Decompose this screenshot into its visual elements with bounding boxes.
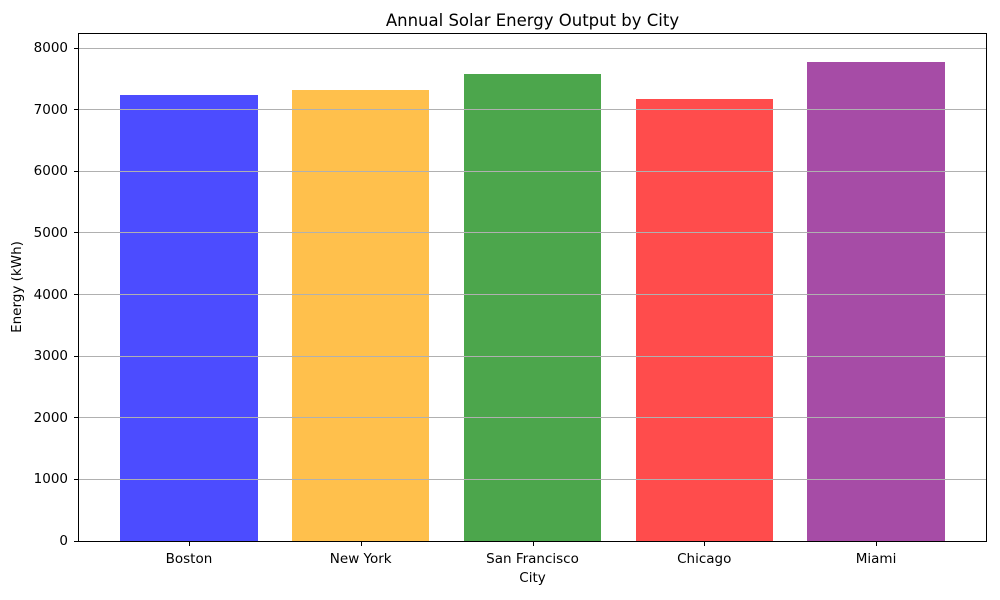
chart-title: Annual Solar Energy Output by City (385, 11, 680, 30)
y-tick-mark (74, 170, 78, 172)
y-tick-mark (74, 540, 78, 542)
y-tick-mark (74, 232, 78, 234)
x-axis-label: City (519, 570, 546, 586)
bar-chicago (635, 98, 773, 541)
x-tick-label: Chicago (677, 551, 732, 567)
gridline (79, 417, 986, 419)
y-tick-mark (74, 478, 78, 480)
y-tick-label: 8000 (33, 40, 68, 57)
x-tick-mark (704, 542, 706, 546)
gridline (79, 170, 986, 172)
gridline (79, 478, 986, 480)
gridline (79, 109, 986, 111)
y-tick-mark (74, 294, 78, 296)
bar-san-francisco (463, 74, 602, 541)
bar-boston (120, 95, 258, 541)
gridline (79, 294, 986, 296)
y-tick-label: 3000 (33, 348, 68, 365)
y-tick-mark (74, 355, 78, 357)
x-tick-mark (360, 542, 362, 546)
gridline (79, 232, 986, 234)
y-tick-label: 5000 (33, 224, 68, 241)
y-tick-label: 6000 (33, 163, 68, 180)
y-tick-mark (74, 47, 78, 49)
gridline (79, 47, 986, 49)
y-tick-mark (74, 109, 78, 111)
y-tick-label: 0 (59, 533, 68, 549)
y-tick-label: 7000 (33, 101, 68, 118)
gridline (79, 355, 986, 357)
x-tick-label: New York (329, 551, 392, 567)
y-tick-label: 4000 (33, 286, 68, 303)
x-tick-mark (532, 542, 534, 546)
plot-area (78, 33, 987, 542)
x-tick-label: Boston (165, 551, 213, 567)
bar-miami (807, 61, 945, 541)
y-tick-label: 1000 (33, 471, 68, 488)
x-tick-label: Miami (855, 551, 897, 567)
y-tick-mark (74, 417, 78, 419)
x-tick-mark (876, 542, 878, 546)
bar-new-york (292, 90, 430, 541)
x-tick-mark (188, 542, 190, 546)
x-tick-label: San Francisco (486, 551, 579, 567)
y-tick-label: 2000 (33, 409, 68, 426)
